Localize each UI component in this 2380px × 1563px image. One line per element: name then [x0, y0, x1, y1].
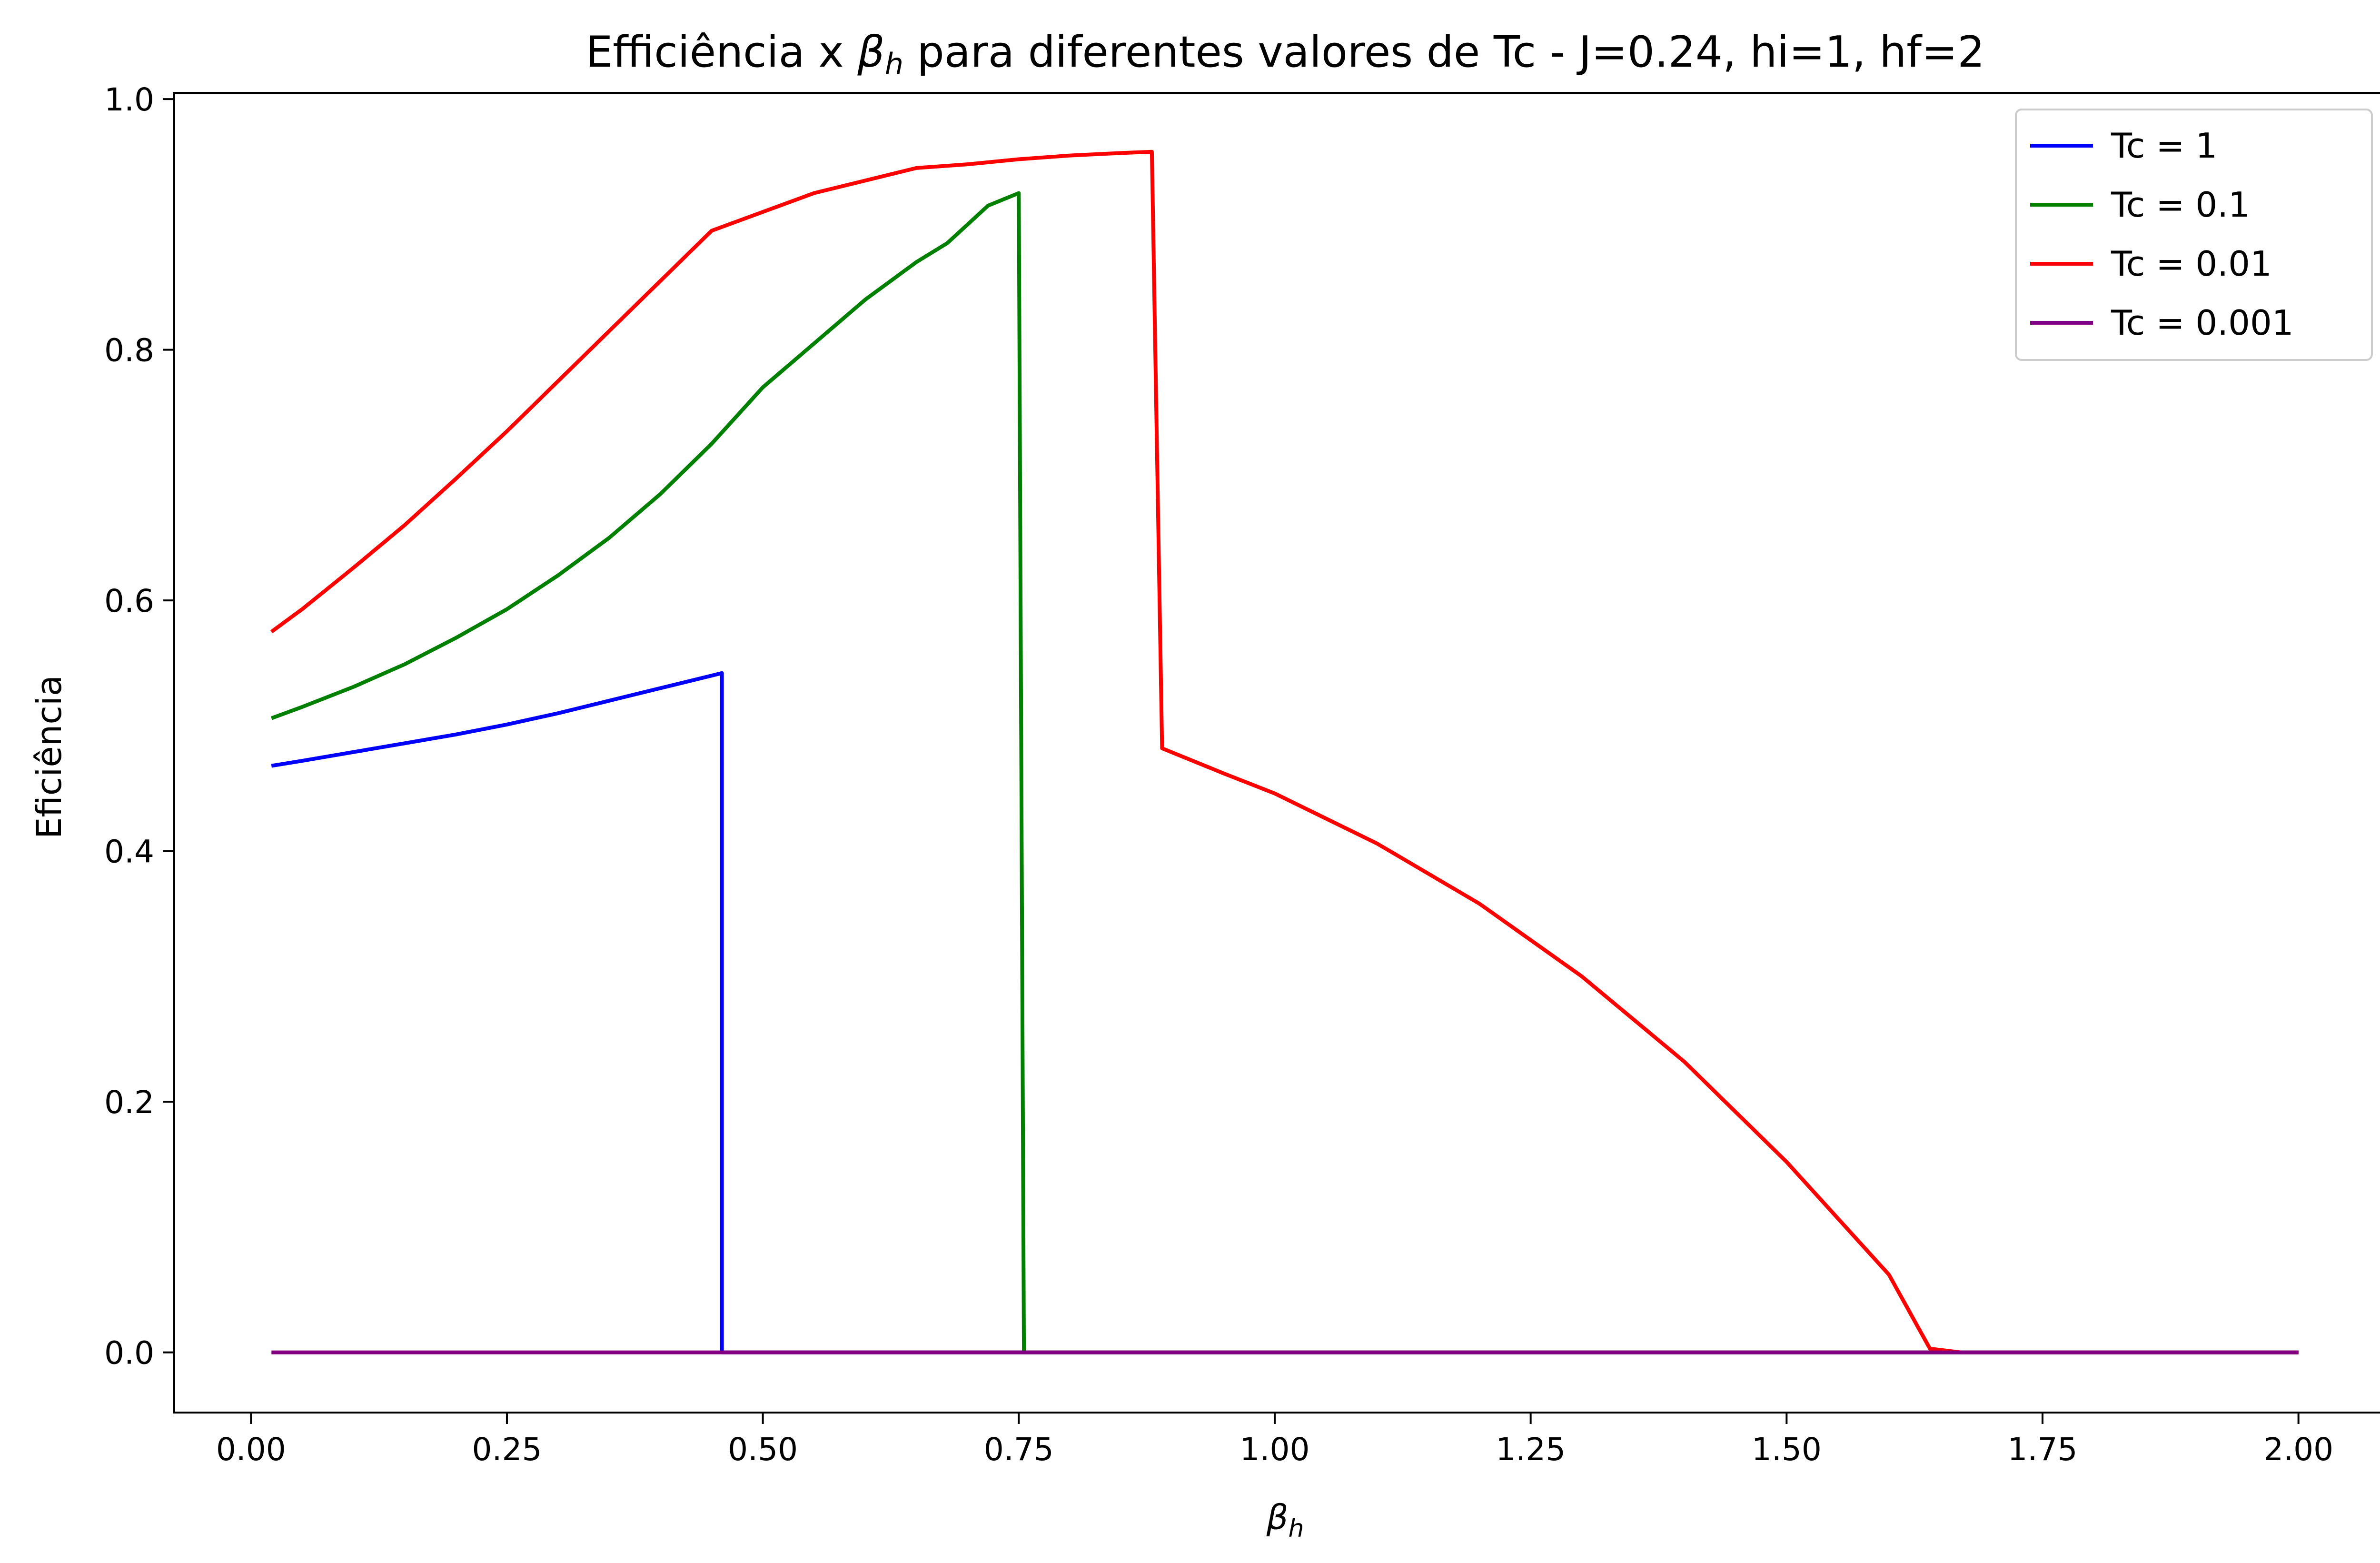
y-tick-label: 0.0 — [104, 1335, 154, 1372]
y-axis-ticks: 0.0 0.2 0.4 0.6 0.8 1.0 — [104, 81, 174, 1372]
legend: Tc = 1 Tc = 0.1 Tc = 0.01 Tc = 0.001 — [2015, 109, 2373, 361]
y-tick-label: 1.0 — [104, 81, 154, 118]
legend-box — [2015, 109, 2373, 361]
legend-label: Tc = 0.001 — [2111, 303, 2294, 343]
x-tick-label: 1.50 — [1752, 1431, 1822, 1468]
x-tick-label: 1.75 — [2008, 1431, 2078, 1468]
x-axis-ticks: 0.00 0.25 0.50 0.75 1.00 1.25 1.50 1.75 2.00 — [216, 1413, 2333, 1468]
series-line-2 — [270, 149, 2299, 1354]
x-tick-label: 1.25 — [1496, 1431, 1566, 1468]
x-tick-label: 0.75 — [984, 1431, 1054, 1468]
x-tick-label: 0.00 — [216, 1431, 286, 1468]
legend-label: Tc = 0.01 — [2111, 244, 2272, 284]
y-axis-label: Eficiência — [29, 675, 69, 839]
x-tick-label: 1.00 — [1240, 1431, 1310, 1468]
y-tick-label: 0.6 — [104, 583, 154, 619]
x-axis-label: βh — [1266, 1497, 1304, 1543]
legend-label: Tc = 1 — [2111, 126, 2217, 166]
x-tick-label: 2.00 — [2263, 1431, 2333, 1468]
legend-label: Tc = 0.1 — [2111, 185, 2250, 225]
plot-frame — [173, 92, 2380, 1414]
y-tick-label: 0.8 — [104, 332, 154, 369]
y-tick-label: 0.4 — [104, 834, 154, 870]
chart-title: Efficiência x βh para diferentes valores… — [585, 27, 1984, 81]
series-lines — [270, 149, 2299, 1354]
x-tick-label: 0.25 — [472, 1431, 542, 1468]
plot-area — [173, 92, 2380, 1414]
y-tick-label: 0.2 — [104, 1084, 154, 1121]
x-tick-label: 0.50 — [728, 1431, 798, 1468]
